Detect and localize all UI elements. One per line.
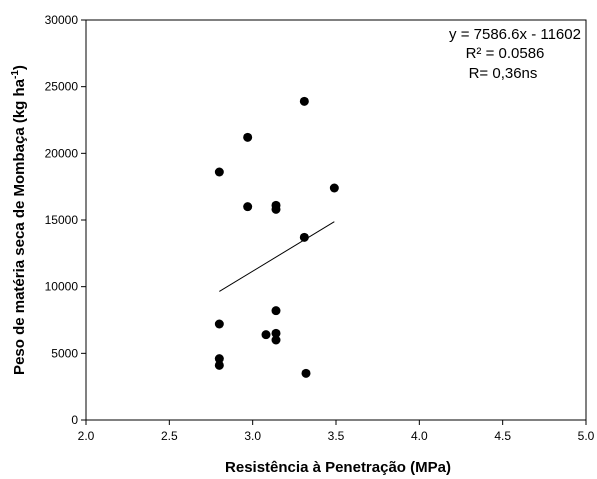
y-axis-title-end: ) (11, 65, 28, 70)
y-tick-label: 20000 (45, 146, 79, 160)
r-annotation: R= 0,36ns (469, 65, 538, 82)
data-point (214, 319, 224, 329)
x-tick-label: 4.0 (411, 429, 428, 443)
data-point (271, 328, 281, 338)
trendline-group (219, 221, 335, 292)
x-tick-label: 2.5 (161, 429, 178, 443)
x-axis-title: Resistência à Penetração (MPa) (225, 459, 451, 476)
x-tick-label: 5.0 (578, 429, 595, 443)
y-axis-title-main: Peso de matéria seca de Mombaça (kg ha (11, 78, 28, 375)
regression-line (219, 221, 335, 292)
data-points (214, 96, 339, 378)
y-tick-label: 5000 (51, 346, 78, 360)
x-tick-label: 4.5 (494, 429, 511, 443)
y-tick-label: 30000 (45, 13, 79, 27)
x-tick-label: 3.5 (328, 429, 345, 443)
y-tick-label: 10000 (45, 280, 79, 294)
data-point (271, 306, 281, 316)
data-point (329, 183, 339, 193)
x-tick-label: 3.0 (244, 429, 261, 443)
data-point (243, 132, 253, 142)
data-point (299, 96, 309, 106)
y-axis-title-superscript: -1 (10, 70, 21, 79)
data-point (243, 202, 253, 212)
data-point (299, 232, 309, 242)
data-point (271, 204, 281, 214)
y-tick-label: 15000 (45, 213, 79, 227)
y-tick-label: 25000 (45, 80, 79, 94)
data-point (214, 354, 224, 364)
y-tick-label: 0 (71, 413, 78, 427)
equation-annotation: y = 7586.6x - 11602 (449, 26, 581, 43)
data-point (271, 335, 281, 345)
r-squared-annotation: R² = 0.0586 (466, 45, 545, 62)
data-point (301, 368, 311, 378)
y-axis-title: Peso de matéria seca de Mombaça (kg ha-1… (10, 65, 28, 375)
data-point (261, 330, 271, 340)
y-axis: 0 5000 10000 15000 20000 25000 30000 (45, 13, 86, 427)
x-axis: 2.0 2.5 3.0 3.5 4.0 4.5 5.0 (78, 420, 595, 443)
data-point (214, 360, 224, 370)
x-tick-label: 2.0 (78, 429, 95, 443)
data-point (214, 167, 224, 177)
